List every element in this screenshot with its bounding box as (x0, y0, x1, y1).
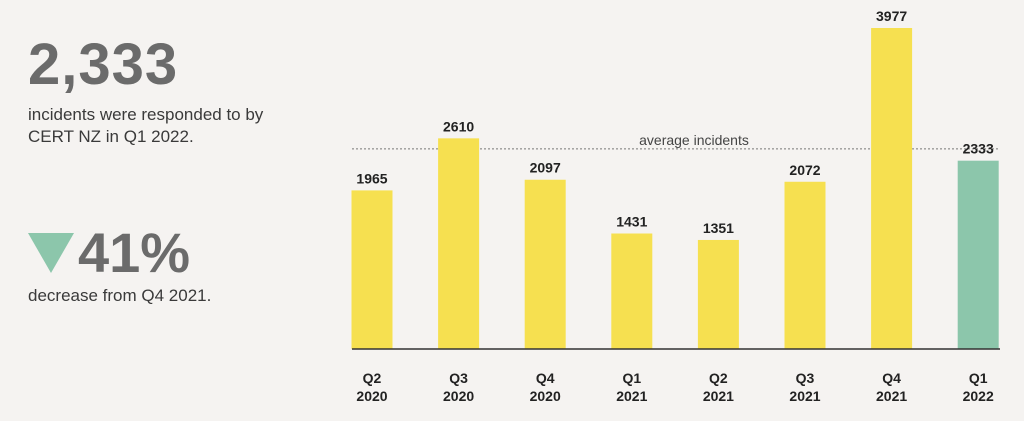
tick-label-year: 2021 (616, 388, 647, 404)
bar (784, 181, 826, 349)
down-triangle-icon (28, 233, 74, 273)
tick-label-year: 2020 (356, 388, 387, 404)
data-label: 1431 (616, 213, 647, 229)
headline-number: 2,333 (28, 32, 179, 97)
change-indicator: 41% (28, 221, 191, 284)
bar (871, 28, 913, 349)
tick-label-quarter: Q4 (536, 370, 555, 386)
data-label: 2333 (963, 141, 994, 157)
tick-label-year: 2021 (703, 388, 734, 404)
average-label: average incidents (639, 132, 749, 148)
change-value: 41% (78, 221, 191, 284)
tick-label-quarter: Q1 (969, 370, 988, 386)
bar (611, 233, 653, 349)
data-label: 3977 (876, 8, 907, 24)
tick-label-quarter: Q1 (622, 370, 641, 386)
data-label: 1965 (356, 170, 387, 186)
tick-label-quarter: Q4 (882, 370, 901, 386)
change-caption: decrease from Q4 2021. (28, 286, 212, 305)
bar (524, 179, 566, 349)
tick-label-quarter: Q2 (709, 370, 728, 386)
data-label: 2072 (789, 162, 820, 178)
data-label: 2097 (530, 160, 561, 176)
bar (697, 239, 739, 349)
tick-label-quarter: Q3 (449, 370, 468, 386)
bar (957, 160, 999, 349)
tick-label-year: 2020 (530, 388, 561, 404)
bar (438, 138, 480, 349)
data-label: 1351 (703, 220, 734, 236)
bar (351, 190, 393, 349)
data-label: 2610 (443, 118, 474, 134)
tick-label-year: 2021 (789, 388, 820, 404)
tick-label-year: 2022 (963, 388, 994, 404)
headline-caption: incidents were responded to by CERT NZ i… (28, 105, 264, 146)
tick-label-year: 2020 (443, 388, 474, 404)
tick-label-quarter: Q3 (796, 370, 815, 386)
tick-label-quarter: Q2 (363, 370, 382, 386)
tick-label-year: 2021 (876, 388, 907, 404)
